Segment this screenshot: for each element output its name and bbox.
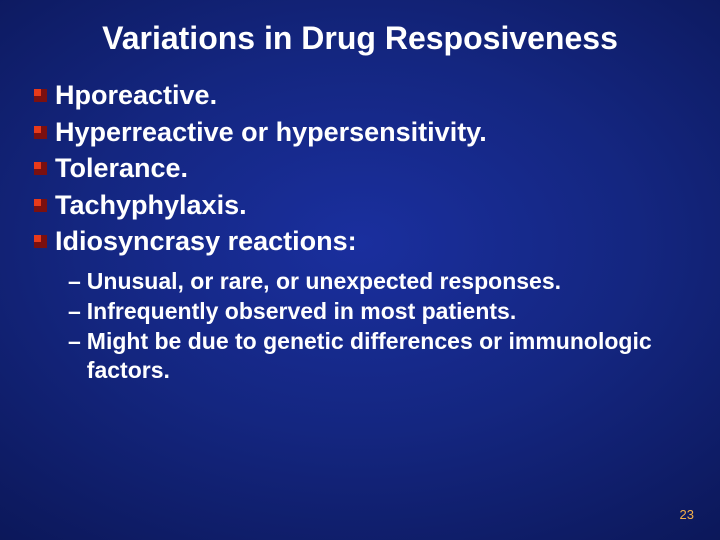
bullet-item: Tachyphylaxis. — [34, 188, 690, 223]
sub-bullet-item: – Infrequently observed in most patients… — [68, 297, 690, 326]
slide-content: Hporeactive. Hyperreactive or hypersensi… — [34, 78, 690, 386]
bullet-item: Idiosyncrasy reactions: — [34, 224, 690, 259]
bullet-icon — [34, 199, 47, 212]
sub-bullet-text: Infrequently observed in most patients. — [87, 297, 516, 326]
bullet-text: Hyperreactive or hypersensitivity. — [55, 115, 487, 150]
bullet-item: Hyperreactive or hypersensitivity. — [34, 115, 690, 150]
bullet-icon — [34, 235, 47, 248]
sub-bullet-text: Unusual, or rare, or unexpected response… — [87, 267, 561, 296]
bullet-text: Tachyphylaxis. — [55, 188, 247, 223]
sub-bullet-item: – Might be due to genetic differences or… — [68, 327, 690, 385]
bullet-icon — [34, 89, 47, 102]
dash-icon: – — [68, 297, 81, 326]
bullet-item: Hporeactive. — [34, 78, 690, 113]
bullet-icon — [34, 162, 47, 175]
bullet-item: Tolerance. — [34, 151, 690, 186]
bullet-icon — [34, 126, 47, 139]
bullet-text: Hporeactive. — [55, 78, 217, 113]
sub-bullet-text: Might be due to genetic differences or i… — [87, 327, 690, 385]
page-number: 23 — [680, 507, 694, 522]
slide: Variations in Drug Resposiveness Hporeac… — [0, 0, 720, 540]
sub-bullet-list: – Unusual, or rare, or unexpected respon… — [68, 267, 690, 385]
dash-icon: – — [68, 267, 81, 296]
dash-icon: – — [68, 327, 81, 356]
sub-bullet-item: – Unusual, or rare, or unexpected respon… — [68, 267, 690, 296]
slide-title: Variations in Drug Resposiveness — [0, 20, 720, 57]
bullet-text: Tolerance. — [55, 151, 188, 186]
bullet-text: Idiosyncrasy reactions: — [55, 224, 357, 259]
